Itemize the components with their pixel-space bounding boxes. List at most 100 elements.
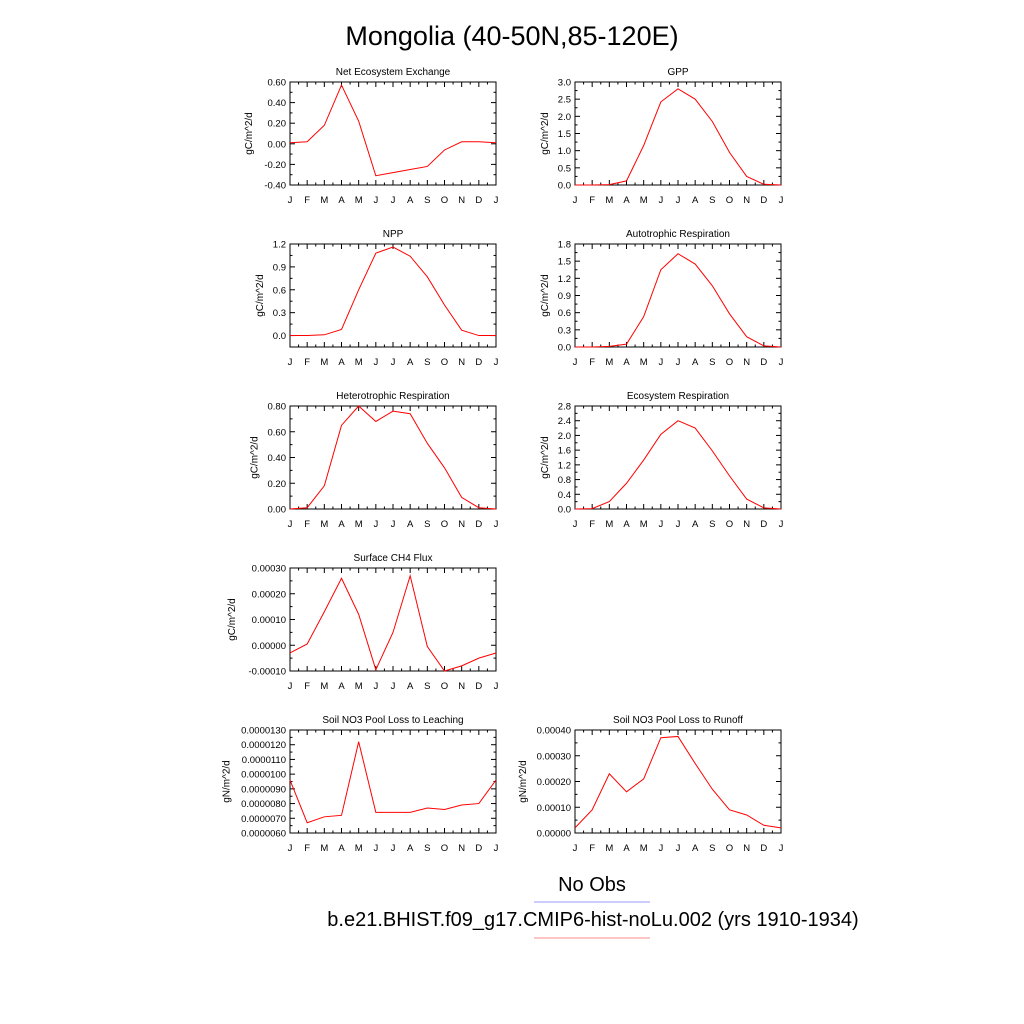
- x-tick-label: M: [355, 843, 363, 854]
- plot-frame: [289, 81, 497, 186]
- panel-title: Ecosystem Respiration: [627, 391, 729, 402]
- plot-frame: [289, 567, 497, 672]
- y-tick-label: 2.0: [558, 112, 571, 123]
- x-tick-label: J: [391, 681, 396, 692]
- x-tick-label: M: [320, 843, 328, 854]
- y-tick-label: 0.0: [558, 505, 571, 516]
- y-tick-label: 0.00: [268, 139, 287, 150]
- x-tick-label: O: [441, 843, 448, 854]
- x-tick-label: A: [692, 357, 699, 368]
- x-tick-label: S: [709, 195, 715, 206]
- y-tick-label: -0.40: [264, 181, 286, 192]
- x-tick-label: J: [391, 843, 396, 854]
- series-line: [575, 253, 782, 348]
- legend: No Obs b.e21.BHIST.f09_g17.CMIP6-hist-no…: [327, 874, 859, 939]
- series-line: [575, 88, 782, 186]
- x-tick-label: O: [441, 195, 448, 206]
- y-axis-title: gC/m^2/d: [250, 436, 261, 479]
- y-tick-label: 0.00000: [537, 829, 571, 840]
- x-tick-label: A: [692, 195, 699, 206]
- y-axis-title: gC/m^2/d: [540, 436, 551, 479]
- legend-label-model: b.e21.BHIST.f09_g17.CMIP6-hist-noLu.002 …: [327, 909, 858, 931]
- x-tick-label: N: [458, 195, 465, 206]
- plot-frame: [574, 81, 782, 186]
- y-tick-label: 1.2: [558, 274, 571, 285]
- y-tick-label: 0.80: [268, 402, 287, 413]
- x-tick-label: F: [589, 519, 595, 530]
- y-tick-label: 1.2: [273, 240, 286, 251]
- y-tick-label: 0.60: [268, 427, 287, 438]
- y-tick-label: 2.5: [558, 95, 571, 106]
- x-tick-label: N: [458, 519, 465, 530]
- x-tick-label: J: [658, 843, 663, 854]
- y-tick-label: 0.00030: [252, 564, 286, 575]
- x-tick-label: D: [760, 843, 767, 854]
- x-tick-label: A: [407, 357, 414, 368]
- x-tick-label: F: [589, 357, 595, 368]
- panel-title: Soil NO3 Pool Loss to Leaching: [322, 715, 463, 726]
- x-tick-label: O: [726, 195, 733, 206]
- x-tick-label: N: [458, 681, 465, 692]
- x-tick-label: J: [676, 843, 681, 854]
- y-tick-label: 0.4: [558, 490, 571, 501]
- x-tick-label: M: [355, 195, 363, 206]
- x-tick-label: D: [475, 357, 482, 368]
- y-tick-label: 0.40: [268, 453, 287, 464]
- series-line: [574, 420, 782, 510]
- y-tick-label: 0.0: [558, 181, 571, 192]
- x-tick-label: J: [373, 357, 378, 368]
- y-tick-label: 0.20: [268, 479, 287, 490]
- x-tick-label: A: [407, 519, 414, 530]
- x-tick-label: M: [320, 357, 328, 368]
- x-tick-label: M: [640, 843, 648, 854]
- x-tick-label: S: [709, 519, 715, 530]
- series-line: [574, 735, 782, 829]
- x-tick-label: A: [692, 519, 699, 530]
- x-tick-label: M: [320, 195, 328, 206]
- y-axis-title: gC/m^2/d: [540, 274, 551, 317]
- y-tick-label: 1.5: [558, 129, 571, 140]
- x-tick-label: D: [760, 195, 767, 206]
- x-tick-label: M: [320, 519, 328, 530]
- y-tick-label: 0.00: [268, 505, 287, 516]
- x-tick-label: O: [726, 843, 733, 854]
- x-tick-label: J: [391, 519, 396, 530]
- y-tick-label: 0.3: [558, 325, 571, 336]
- y-axis-title: gC/m^2/d: [227, 598, 238, 641]
- x-tick-label: M: [605, 843, 613, 854]
- x-tick-label: S: [709, 357, 715, 368]
- x-tick-label: J: [494, 681, 499, 692]
- x-tick-label: M: [355, 357, 363, 368]
- x-tick-label: J: [373, 843, 378, 854]
- x-tick-label: A: [338, 357, 345, 368]
- y-tick-label: -0.20: [264, 160, 286, 171]
- y-tick-label: 0.00020: [252, 589, 286, 600]
- x-tick-label: S: [424, 357, 430, 368]
- x-tick-label: F: [304, 357, 310, 368]
- panel-title: Net Ecosystem Exchange: [336, 67, 451, 78]
- x-tick-label: N: [458, 357, 465, 368]
- x-tick-label: J: [573, 357, 578, 368]
- y-tick-label: 2.4: [558, 416, 571, 427]
- x-tick-label: F: [304, 195, 310, 206]
- x-tick-label: J: [676, 357, 681, 368]
- x-tick-label: A: [623, 843, 630, 854]
- x-tick-label: O: [441, 357, 448, 368]
- x-tick-label: A: [623, 519, 630, 530]
- x-tick-label: J: [373, 519, 378, 530]
- x-tick-label: N: [743, 195, 750, 206]
- x-tick-label: D: [475, 519, 482, 530]
- x-tick-label: J: [494, 195, 499, 206]
- panel-title: Surface CH4 Flux: [354, 553, 433, 564]
- y-tick-label: 0.5: [558, 163, 571, 174]
- legend-label-obs: No Obs: [558, 874, 626, 896]
- y-tick-label: 2.0: [558, 431, 571, 442]
- x-tick-label: M: [605, 195, 613, 206]
- y-tick-label: 0.0000060: [241, 829, 286, 840]
- x-tick-label: J: [658, 357, 663, 368]
- y-tick-label: 0.00030: [537, 751, 571, 762]
- x-tick-label: J: [779, 519, 784, 530]
